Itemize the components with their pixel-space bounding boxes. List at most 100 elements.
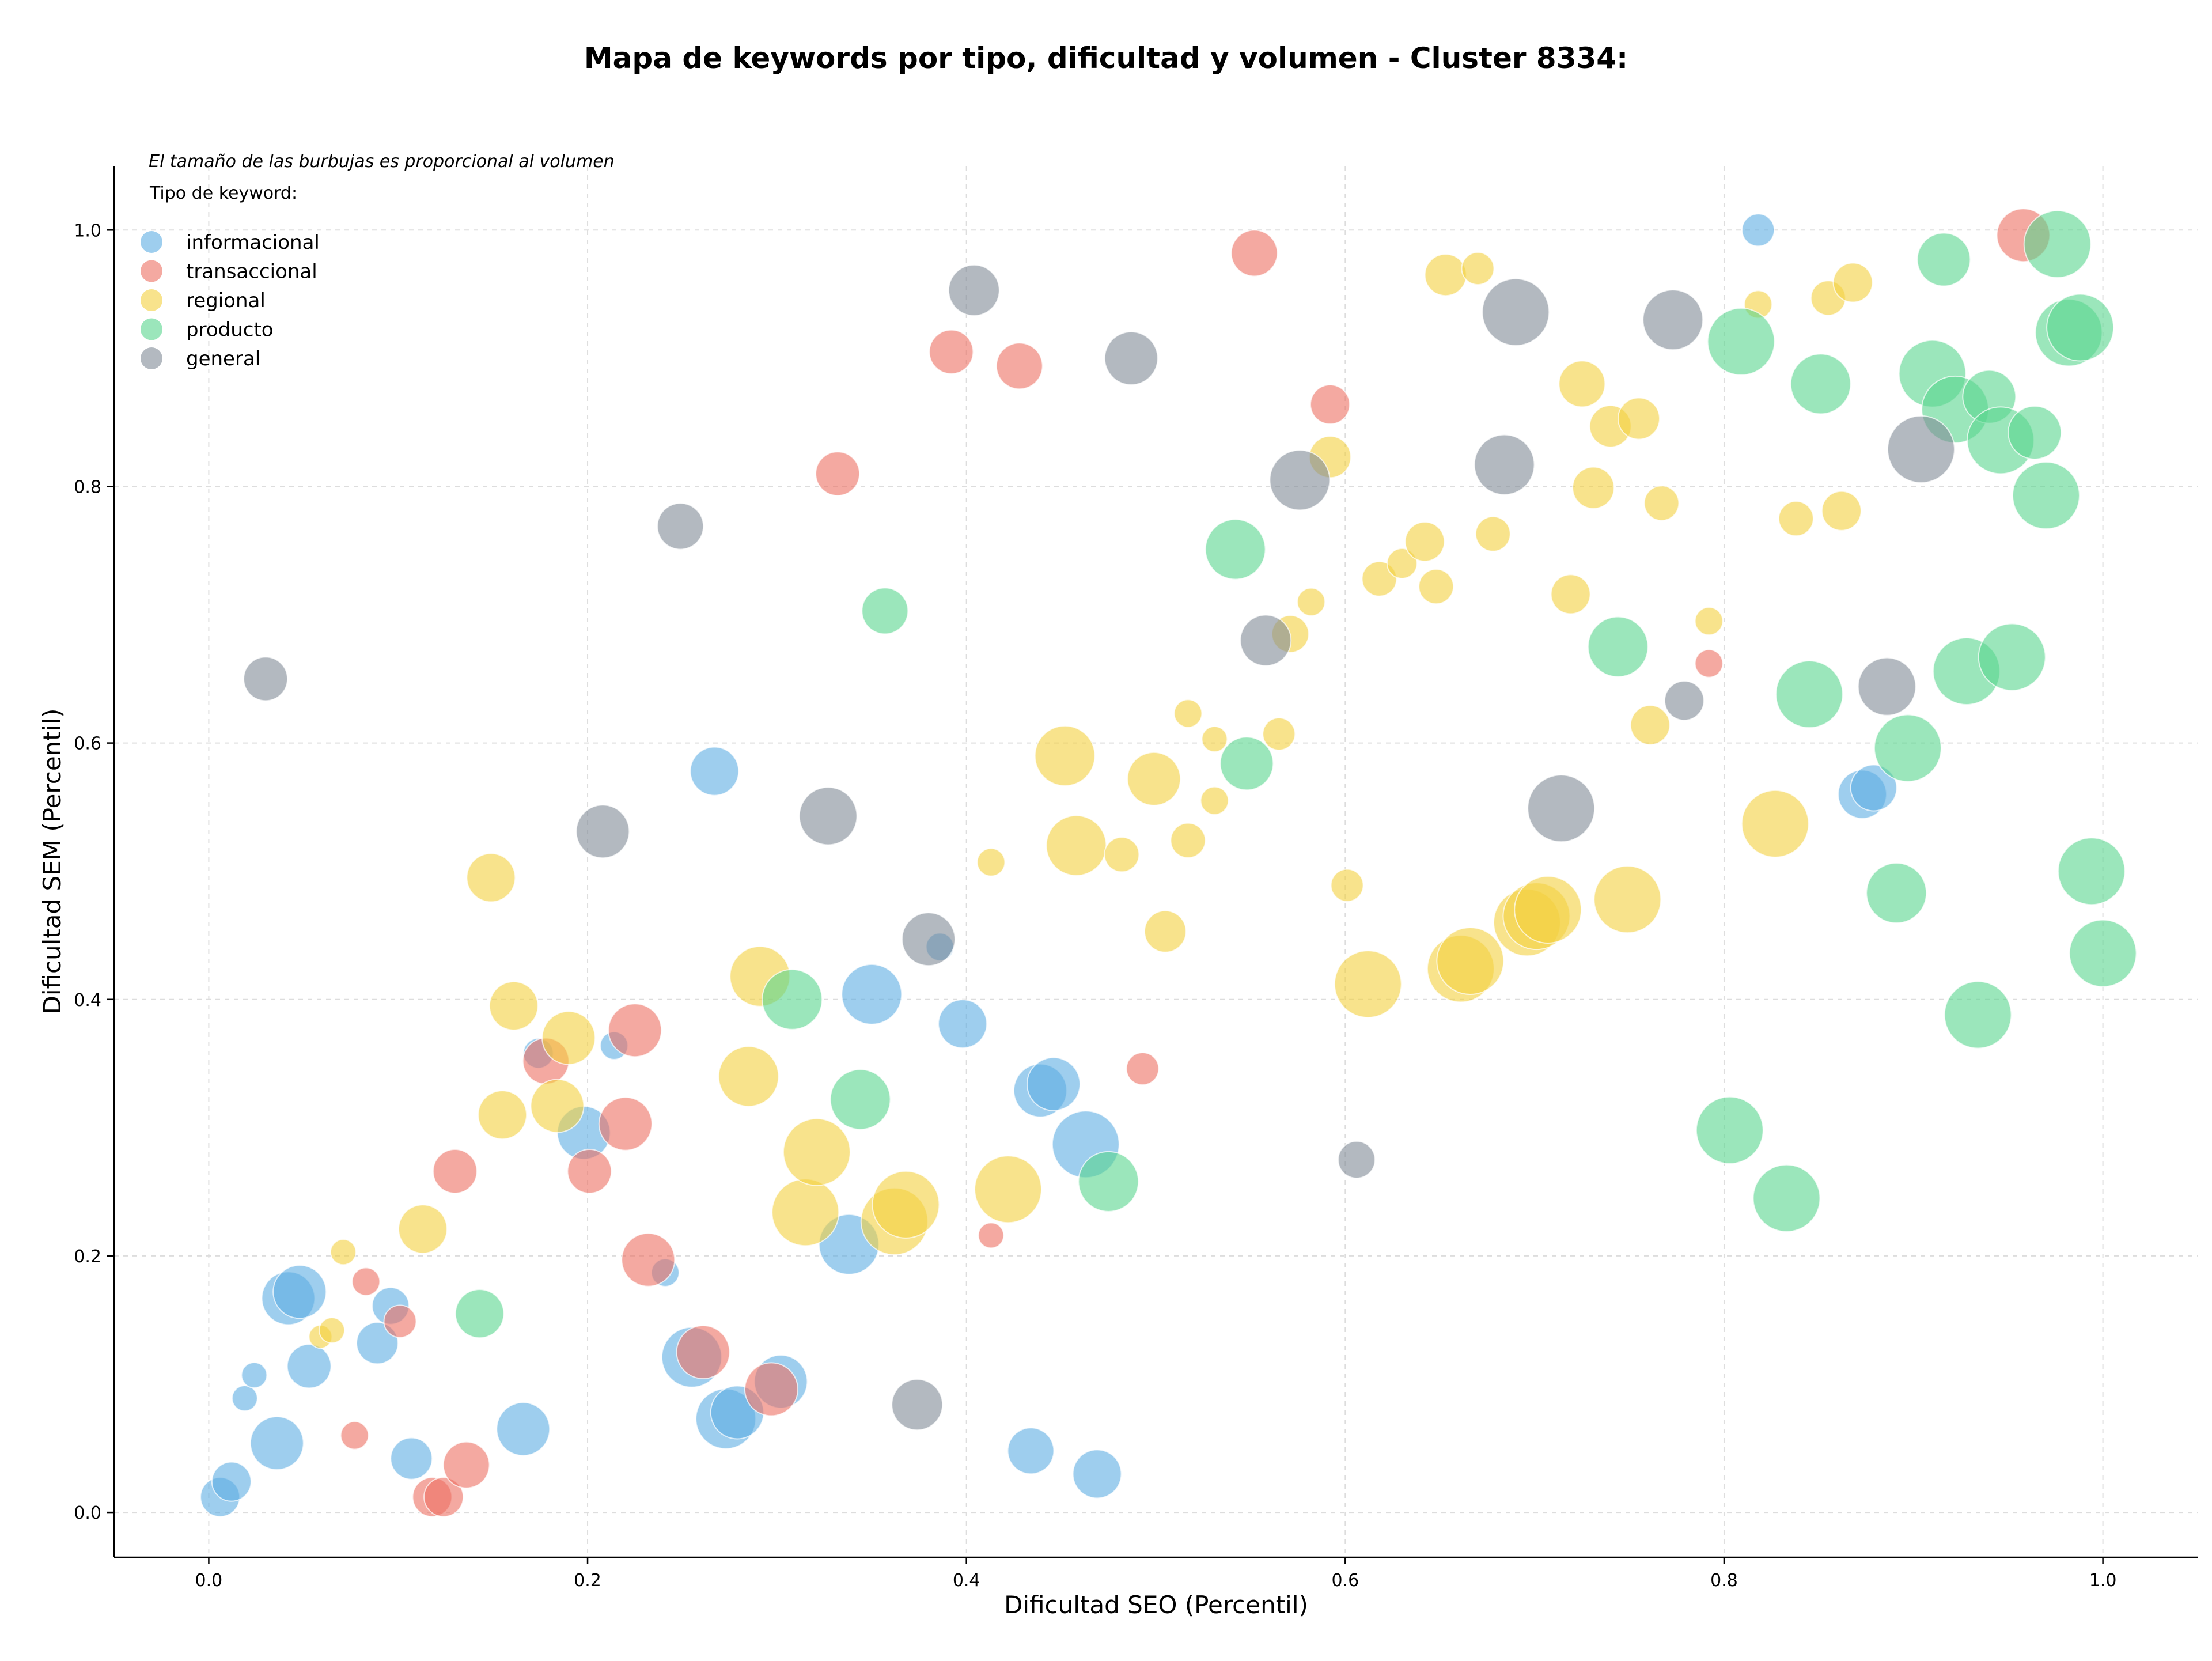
y-tick-label: 0.4 xyxy=(74,990,101,1011)
bubble-general xyxy=(575,804,630,859)
y-axis-label: Dificultad SEM (Percentil) xyxy=(38,709,66,1015)
bubble-informacional xyxy=(690,746,740,796)
bubble-regional xyxy=(1200,786,1229,815)
y-tick-label: 1.0 xyxy=(74,221,101,241)
bubble-regional xyxy=(1461,252,1495,286)
bubble-regional xyxy=(478,1090,528,1140)
bubble-producto xyxy=(1205,519,1266,580)
series-transaccional xyxy=(340,208,2051,1518)
bubble-general xyxy=(1474,434,1535,495)
y-tick-label: 0.2 xyxy=(74,1247,101,1267)
bubble-regional xyxy=(1170,822,1206,858)
bubble-transaccional xyxy=(676,1325,730,1379)
bubble-transaccional xyxy=(598,1096,653,1151)
bubble-transaccional xyxy=(815,451,861,497)
x-tick-label: 0.4 xyxy=(953,1571,980,1591)
bubble-regional xyxy=(1361,561,1397,597)
bubble-regional xyxy=(1550,574,1591,615)
axis-ticks: 0.0 0.2 0.4 0.6 0.8 1.0 0.0 0.2 0.4 0.6 0.8 1.0 xyxy=(74,221,2116,1591)
bubble-general xyxy=(1527,774,1596,843)
bubble-regional xyxy=(1173,699,1203,728)
bubble-regional xyxy=(1262,717,1296,751)
bubble-regional xyxy=(718,1046,779,1107)
x-tick-label: 0.2 xyxy=(574,1571,601,1591)
x-tick-label: 0.0 xyxy=(195,1571,223,1591)
bubble-producto xyxy=(2023,210,2092,278)
bubble-regional xyxy=(771,1178,840,1247)
bubble-producto xyxy=(454,1289,505,1339)
bubble-regional xyxy=(1297,587,1326,616)
bubble-regional xyxy=(1143,910,1187,953)
bubble-regional xyxy=(1418,569,1455,605)
bubble-general xyxy=(1642,289,1704,351)
bubble-informacional xyxy=(231,1385,258,1412)
bubble-transaccional xyxy=(383,1304,417,1338)
legend-marker-regional xyxy=(141,289,162,311)
bubble-informacional xyxy=(841,963,903,1025)
x-tick-label: 1.0 xyxy=(2089,1571,2117,1591)
bubble-producto xyxy=(1587,616,1649,678)
bubble-transaccional xyxy=(442,1441,490,1489)
bubble-informacional xyxy=(356,1322,399,1365)
bubble-transaccional xyxy=(351,1267,381,1296)
legend-label-producto: producto xyxy=(186,319,274,342)
legend-label-transaccional: transaccional xyxy=(186,260,317,283)
bubble-producto xyxy=(1978,623,2046,691)
bubble-general xyxy=(891,1379,944,1431)
bubble-informacional xyxy=(1026,1057,1081,1111)
bubble-producto xyxy=(1873,714,1942,782)
legend-label-general: general xyxy=(186,347,260,370)
bubble-regional xyxy=(1593,865,1662,934)
bubble-producto xyxy=(1790,353,1851,415)
bubble-regional xyxy=(1475,516,1511,552)
bubble-regional xyxy=(1741,789,1809,858)
bubble-producto xyxy=(1707,307,1775,376)
legend-title: Tipo de keyword: xyxy=(149,183,297,203)
bubble-transaccional xyxy=(995,342,1043,390)
bubble-general xyxy=(798,786,858,846)
bubble-producto xyxy=(1695,1096,1764,1164)
bubble-transaccional xyxy=(929,329,974,374)
bubble-producto xyxy=(830,1069,891,1130)
legend: Tipo de keyword: informacional transaccio… xyxy=(141,183,320,370)
bubble-regional xyxy=(976,847,1006,877)
bubble-general xyxy=(901,912,956,967)
x-tick-label: 0.8 xyxy=(1710,1571,1738,1591)
bubble-transaccional xyxy=(1694,649,1724,678)
bubble-regional xyxy=(1104,837,1140,873)
bubble-informacional xyxy=(496,1402,551,1456)
bubble-informacional xyxy=(211,1461,252,1502)
bubble-transaccional xyxy=(744,1362,798,1417)
bubble-general xyxy=(1338,1141,1376,1179)
bubble-regional xyxy=(329,1239,357,1266)
bubble-general xyxy=(1664,680,1705,721)
bubble-producto xyxy=(1944,981,2012,1049)
y-tick-label: 0.6 xyxy=(74,734,101,754)
bubble-informacional xyxy=(938,999,988,1049)
legend-label-regional: regional xyxy=(186,289,266,312)
bubble-regional xyxy=(530,1079,585,1133)
series-general xyxy=(243,264,1955,1431)
bubble-regional xyxy=(1821,490,1862,531)
bubble-informacional xyxy=(286,1344,332,1389)
bubble-regional xyxy=(1127,751,1181,806)
bubble-transaccional xyxy=(1126,1051,1160,1085)
bubble-regional xyxy=(1424,253,1467,297)
y-tick-label: 0.8 xyxy=(74,477,101,497)
legend-label-informacional: informacional xyxy=(186,231,320,254)
bubble-regional xyxy=(1572,466,1615,509)
bubble-regional xyxy=(1617,397,1660,440)
bubble-producto xyxy=(1866,862,1927,924)
bubble-producto xyxy=(861,587,909,635)
bubble-general xyxy=(657,502,704,550)
series-informacional xyxy=(200,213,1897,1518)
bubble-transaccional xyxy=(608,1003,662,1058)
bubble-informacional xyxy=(241,1361,268,1388)
bubble-producto xyxy=(2069,919,2137,987)
bubble-producto xyxy=(2012,461,2080,530)
bubble-general xyxy=(948,264,1000,316)
bubble-producto xyxy=(1078,1151,1139,1212)
bubble-regional xyxy=(1694,607,1724,636)
bubble-regional xyxy=(397,1204,448,1254)
legend-marker-general xyxy=(141,347,162,369)
